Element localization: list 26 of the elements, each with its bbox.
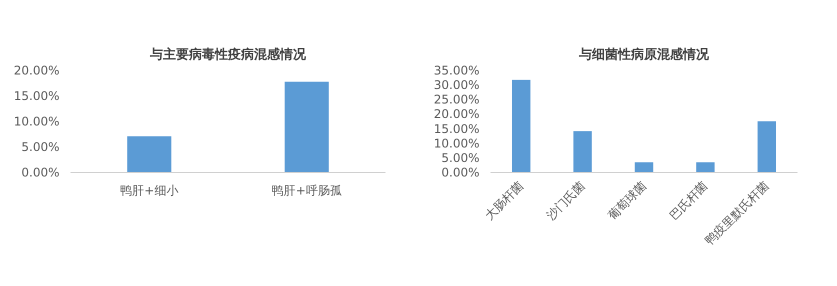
bar <box>758 121 776 172</box>
x-tick-label: 鸭肝+呼肠孤 <box>272 184 342 198</box>
x-tick-label: 鸭肝+细小 <box>120 184 178 198</box>
chart-title: 与细菌性病原混感情况 <box>578 46 710 62</box>
x-tick-label: 巴氏杆菌 <box>666 178 710 222</box>
y-tick-label: 10.00% <box>14 114 60 128</box>
y-tick-label: 25.00% <box>434 92 480 107</box>
x-tick-label: 葡萄球菌 <box>605 178 649 222</box>
y-tick-label: 20.00% <box>14 64 60 78</box>
y-tick-label: 30.00% <box>434 78 480 92</box>
y-tick-label: 20.00% <box>434 107 480 122</box>
y-tick-label: 15.00% <box>14 89 60 103</box>
y-tick-label: 35.00% <box>434 64 480 78</box>
chart-title: 与主要病毒性疫病混感情况 <box>149 46 307 62</box>
bar <box>634 162 654 172</box>
x-tick-label: 大肠杆菌 <box>482 178 526 222</box>
bar <box>573 131 592 172</box>
bar <box>696 162 715 172</box>
y-tick-label: 0.00% <box>21 166 60 180</box>
y-tick-label: 5.00% <box>21 140 60 154</box>
y-tick-label: 10.00% <box>434 136 480 150</box>
y-tick-label: 5.00% <box>441 150 480 165</box>
x-tick-label: 沙门氏菌 <box>544 178 588 222</box>
y-tick-label: 0.00% <box>441 166 480 180</box>
bar <box>512 80 530 172</box>
y-tick-label: 15.00% <box>434 122 480 136</box>
